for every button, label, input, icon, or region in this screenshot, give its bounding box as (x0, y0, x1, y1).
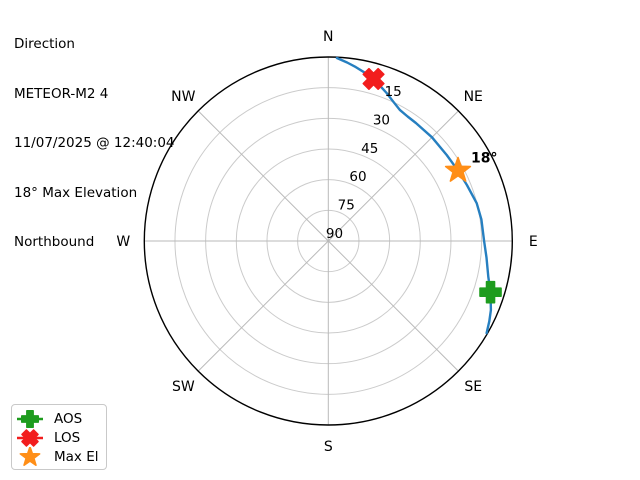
compass-label-n: N (323, 29, 333, 45)
los-marker (362, 67, 385, 90)
max-elevation-text: 18° Max Elevation (14, 184, 138, 201)
pass-timestamp: 11/07/2025 @ 12:40:04 (14, 135, 175, 151)
max-elevation-annotation: 18° (471, 151, 497, 167)
aos-plus-icon (17, 409, 43, 428)
chart-title: Direction (14, 36, 75, 52)
azimuth-spoke-nw (197, 110, 329, 242)
compass-label-e: E (529, 234, 538, 250)
legend-label: LOS (54, 429, 81, 446)
legend-item-aos: AOS (15, 409, 100, 428)
elevation-tick-label-45: 45 (361, 141, 378, 157)
compass-label-s: S (324, 439, 333, 455)
legend-item-max-el: Max El (15, 446, 100, 466)
pass-direction-text: Northbound (14, 234, 95, 250)
compass-label-sw: SW (172, 379, 195, 395)
legend-box: AOS LOS Max El (11, 404, 107, 470)
max-el-star-icon (19, 446, 41, 466)
los-x-icon (17, 428, 43, 447)
legend-label: Max El (54, 448, 99, 465)
legend-label: AOS (54, 410, 83, 427)
compass-label-w: W (116, 234, 130, 250)
azimuth-spoke-se (327, 240, 459, 372)
elevation-tick-label-90: 90 (326, 226, 343, 242)
elevation-tick-label-30: 30 (373, 113, 390, 129)
legend-x-glyph (21, 428, 39, 447)
compass-label-nw: NW (171, 89, 195, 105)
legend-star-glyph (19, 446, 41, 466)
legend-plus-glyph (21, 409, 39, 428)
compass-label-ne: NE (464, 89, 483, 105)
elevation-tick-label-60: 60 (349, 169, 366, 185)
satellite-name: METEOR-M2 4 (14, 85, 109, 102)
horizon-circle (143, 56, 513, 426)
aos-marker (479, 280, 502, 304)
compass-label-se: SE (464, 379, 482, 395)
elevation-tick-label-15: 15 (385, 84, 402, 100)
legend-item-los: LOS (15, 428, 100, 447)
azimuth-spoke-sw (197, 240, 329, 372)
elevation-tick-label-75: 75 (338, 198, 355, 214)
max-el-marker (444, 156, 472, 182)
pass-info-block: Direction METEOR-M2 4 11/07/2025 @ 12:40… (14, 3, 175, 284)
azimuth-spoke-ne (327, 110, 459, 242)
